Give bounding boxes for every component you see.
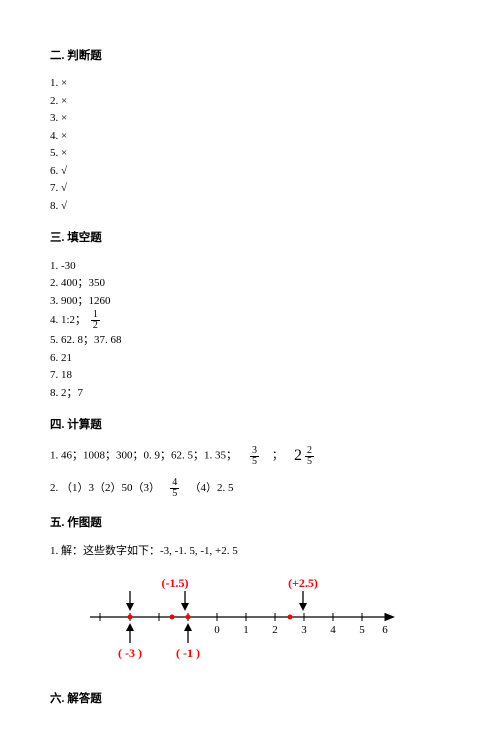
answer-prefix: 2. （1）3（2）50（3） (50, 482, 160, 494)
fraction-den: 5 (305, 457, 314, 467)
tick-label: 4 (330, 624, 336, 636)
answer-item: 6. √ (50, 163, 450, 180)
answer-item: 5. 62. 8；37. 68 (50, 332, 450, 349)
answer-item: 2. （1）3（2）50（3） 4 5 （4）2. 5 (50, 478, 450, 499)
answer-item: 2. 400；350 (50, 275, 450, 292)
numberline-svg: (-1.5) (+2.5) 0 1 2 3 (60, 573, 400, 663)
section3-title: 三. 填空题 (50, 230, 450, 247)
tick-label: 0 (214, 624, 220, 636)
fraction-den: 5 (170, 489, 179, 499)
mixed-whole: 2 (294, 444, 302, 468)
answer-item: 7. √ (50, 180, 450, 197)
fraction: 3 5 (250, 446, 259, 467)
section2-answers: 1. × 2. × 3. × 4. × 5. × 6. √ 7. √ 8. √ (50, 75, 450, 214)
point-dot (170, 615, 175, 620)
answer-item: 1. × (50, 75, 450, 92)
tick-label: 5 (359, 624, 365, 636)
answer-item: 3. 900；1260 (50, 293, 450, 310)
answer-item: 2. × (50, 93, 450, 110)
fraction: 1 2 (91, 310, 100, 331)
answer-item: 7. 18 (50, 367, 450, 384)
axis-arrow (385, 613, 395, 621)
answer-item: 1. -30 (50, 258, 450, 275)
fraction-den: 5 (250, 457, 259, 467)
tick-label: 1 (243, 624, 249, 636)
numberline-figure: (-1.5) (+2.5) 0 1 2 3 (60, 573, 450, 669)
answer-item: 6. 21 (50, 350, 450, 367)
answer-item: 3. × (50, 110, 450, 127)
label-top: (+2.5) (288, 576, 318, 590)
section5-text: 1. 解：这些数字如下：-3, -1. 5, -1, +2. 5 (50, 543, 450, 560)
answer-prefix: 1. 46；1008；300；0. 9；62. 5；1. 35； (50, 450, 237, 462)
fraction: 2 5 (305, 446, 314, 467)
answer-item: 1. 46；1008；300；0. 9；62. 5；1. 35； 3 5 ； 2… (50, 444, 450, 468)
tick-label: 3 (301, 624, 307, 636)
section6-title: 六. 解答题 (50, 691, 450, 708)
fraction-den: 2 (91, 321, 100, 331)
tick-label: 2 (272, 624, 278, 636)
mixed-fraction: 2 2 5 (294, 444, 316, 468)
answer-item: 8. √ (50, 198, 450, 215)
section4-title: 四. 计算题 (50, 417, 450, 434)
answer-item: 8. 2；7 (50, 385, 450, 402)
answer-suffix: （4）2. 5 (190, 482, 234, 494)
separator: ； (272, 450, 283, 462)
tick-label: 6 (382, 624, 388, 636)
label-top: (-1.5) (162, 576, 189, 590)
section4-answers: 1. 46；1008；300；0. 9；62. 5；1. 35； 3 5 ； 2… (50, 444, 450, 499)
section3-answers: 1. -30 2. 400；350 3. 900；1260 4. 1:2； 1 … (50, 258, 450, 402)
point-dot (186, 615, 191, 620)
answer-prefix: 4. 1:2； (50, 314, 86, 326)
section2-title: 二. 判断题 (50, 48, 450, 65)
label-bottom: ( -1 ) (176, 646, 200, 660)
point-dot (128, 615, 133, 620)
answer-item: 5. × (50, 145, 450, 162)
fraction: 4 5 (170, 478, 179, 499)
answer-item: 4. 1:2； 1 2 (50, 310, 450, 331)
label-bottom: ( -3 ) (118, 646, 142, 660)
answer-item: 4. × (50, 128, 450, 145)
point-dot (288, 615, 293, 620)
section5-title: 五. 作图题 (50, 515, 450, 532)
